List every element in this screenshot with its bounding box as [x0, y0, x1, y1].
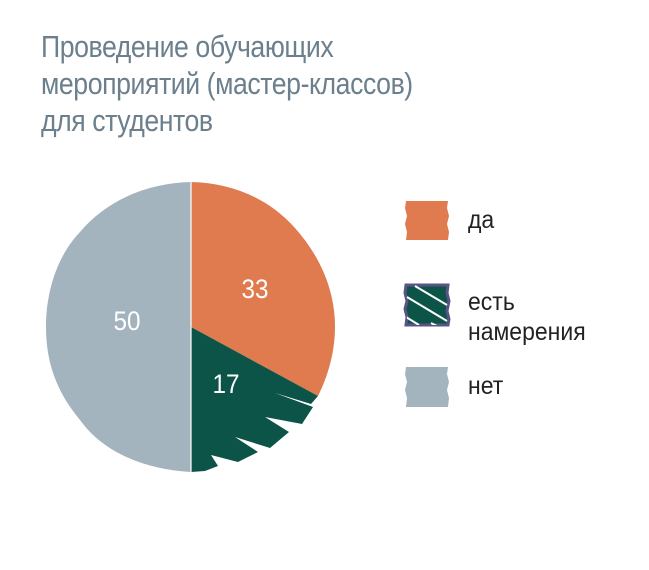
data-label-da: 33 [241, 274, 269, 304]
chart-title-line-1: Проведение обучающих [41, 29, 334, 64]
chart-title: Проведение обучающих мероприятий (мастер… [41, 28, 488, 139]
chart-title-line-3: для студентов [41, 103, 213, 138]
legend-label-da: да [468, 206, 495, 234]
legend-swatch-da-icon [405, 201, 449, 240]
pie-slice-net [46, 182, 191, 472]
pie-slice-da [191, 182, 335, 396]
data-label-est-namereniya: 17 [212, 369, 240, 399]
legend-label-est-namereniya: есть намерения [468, 287, 586, 347]
legend-label-net: нет [468, 372, 504, 400]
legend-swatch-est-namereniya-icon [403, 283, 451, 327]
legend-label-line-1: есть [468, 288, 515, 316]
data-label-net: 50 [113, 306, 141, 336]
chart-title-line-2: мероприятий (мастер-классов) [41, 66, 413, 101]
legend-label-line-2: намерения [468, 318, 586, 346]
pie-slice-est-namereniya [191, 327, 318, 472]
legend-swatch-net-icon [405, 367, 449, 407]
